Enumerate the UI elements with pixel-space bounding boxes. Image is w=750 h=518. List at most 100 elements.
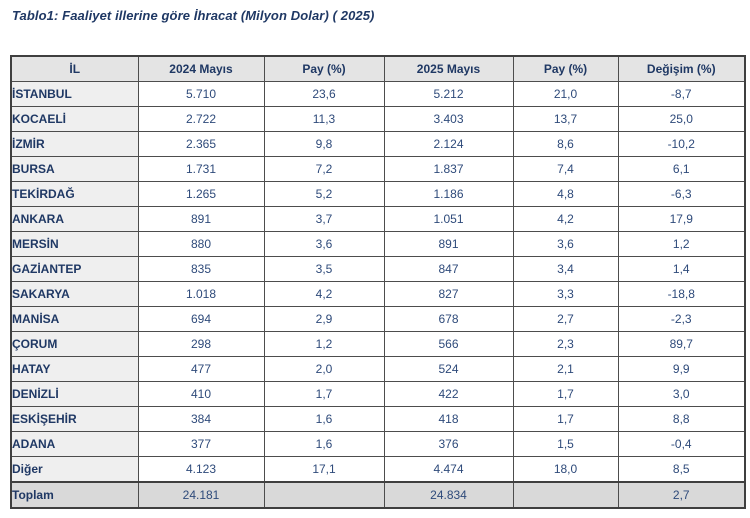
value-cell: 524	[383, 356, 514, 382]
province-name-cell: BURSA	[10, 156, 139, 182]
value-cell: -10,2	[617, 131, 746, 157]
value-cell: 477	[137, 356, 265, 382]
province-name-cell: ÇORUM	[10, 331, 139, 357]
table-row: ÇORUM 298 1,2 566 2,3 89,7	[10, 331, 746, 357]
value-cell: 298	[137, 331, 265, 357]
value-cell: 1,4	[617, 256, 746, 282]
table-row: İSTANBUL 5.710 23,6 5.212 21,0 -8,7	[10, 81, 746, 107]
value-cell: 377	[137, 431, 265, 457]
province-name-cell: Diğer	[10, 456, 139, 483]
table-body: İSTANBUL 5.710 23,6 5.212 21,0 -8,7 KOCAELİ 2.7…	[10, 81, 746, 509]
value-cell: 8,5	[617, 456, 746, 483]
column-header-3: 2025 Mayıs	[383, 55, 514, 82]
value-cell: 4,8	[512, 181, 619, 207]
value-cell: 1.731	[137, 156, 265, 182]
value-cell: -6,3	[617, 181, 746, 207]
value-cell: 1,2	[263, 331, 385, 357]
province-name-cell: KOCAELİ	[10, 106, 139, 132]
value-cell	[512, 481, 619, 509]
value-cell: 1.265	[137, 181, 265, 207]
table-row: ANKARA 891 3,7 1.051 4,2 17,9	[10, 206, 746, 232]
value-cell: 880	[137, 231, 265, 257]
value-cell: 21,0	[512, 81, 619, 107]
value-cell: 1,6	[263, 431, 385, 457]
value-cell: 566	[383, 331, 514, 357]
value-cell: 6,1	[617, 156, 746, 182]
table-row: HATAY 477 2,0 524 2,1 9,9	[10, 356, 746, 382]
table-row: Diğer 4.123 17,1 4.474 18,0 8,5	[10, 456, 746, 483]
value-cell: 2,9	[263, 306, 385, 332]
value-cell: 5.212	[383, 81, 514, 107]
column-header-4: Pay (%)	[512, 55, 619, 82]
province-name-cell: ANKARA	[10, 206, 139, 232]
value-cell: 2.722	[137, 106, 265, 132]
value-cell: 1,7	[263, 381, 385, 407]
value-cell: 2,3	[512, 331, 619, 357]
value-cell: 1.018	[137, 281, 265, 307]
province-name-cell: ADANA	[10, 431, 139, 457]
value-cell: 17,9	[617, 206, 746, 232]
table-row: İZMİR 2.365 9,8 2.124 8,6 -10,2	[10, 131, 746, 157]
province-name-cell: GAZİANTEP	[10, 256, 139, 282]
column-header-5: Değişim (%)	[617, 55, 746, 82]
value-cell: 4.474	[383, 456, 514, 483]
value-cell: 25,0	[617, 106, 746, 132]
column-header-0: İL	[10, 55, 139, 82]
table-row: DENİZLİ 410 1,7 422 1,7 3,0	[10, 381, 746, 407]
table-row: BURSA 1.731 7,2 1.837 7,4 6,1	[10, 156, 746, 182]
table-row: SAKARYA 1.018 4,2 827 3,3 -18,8	[10, 281, 746, 307]
value-cell: 4.123	[137, 456, 265, 483]
value-cell: 3,6	[512, 231, 619, 257]
value-cell: 3,0	[617, 381, 746, 407]
province-name-cell: HATAY	[10, 356, 139, 382]
value-cell: 835	[137, 256, 265, 282]
value-cell: 4,2	[263, 281, 385, 307]
table-row: MERSİN 880 3,6 891 3,6 1,2	[10, 231, 746, 257]
value-cell: 2,7	[617, 481, 746, 509]
table-row: GAZİANTEP 835 3,5 847 3,4 1,4	[10, 256, 746, 282]
value-cell: 2.365	[137, 131, 265, 157]
value-cell: 1,7	[512, 381, 619, 407]
value-cell: 2,7	[512, 306, 619, 332]
value-cell: 5.710	[137, 81, 265, 107]
value-cell: 3,7	[263, 206, 385, 232]
value-cell: 1.837	[383, 156, 514, 182]
value-cell: 410	[137, 381, 265, 407]
column-header-2: Pay (%)	[263, 55, 385, 82]
province-name-cell: MERSİN	[10, 231, 139, 257]
province-name-cell: DENİZLİ	[10, 381, 139, 407]
value-cell: 694	[137, 306, 265, 332]
value-cell: -0,4	[617, 431, 746, 457]
value-cell: 827	[383, 281, 514, 307]
value-cell	[263, 481, 385, 509]
value-cell: 1,5	[512, 431, 619, 457]
value-cell: 1.051	[383, 206, 514, 232]
value-cell: -18,8	[617, 281, 746, 307]
value-cell: 376	[383, 431, 514, 457]
value-cell: 1,7	[512, 406, 619, 432]
value-cell: 1.186	[383, 181, 514, 207]
value-cell: 3,5	[263, 256, 385, 282]
value-cell: 3,3	[512, 281, 619, 307]
value-cell: 891	[383, 231, 514, 257]
value-cell: 3,6	[263, 231, 385, 257]
value-cell: 384	[137, 406, 265, 432]
value-cell: 7,4	[512, 156, 619, 182]
table-row: MANİSA 694 2,9 678 2,7 -2,3	[10, 306, 746, 332]
value-cell: 5,2	[263, 181, 385, 207]
export-by-province-table: İL 2024 Mayıs Pay (%) 2025 Mayıs Pay (%) Deği…	[10, 55, 746, 509]
value-cell: 8,8	[617, 406, 746, 432]
province-name-cell: İSTANBUL	[10, 81, 139, 107]
value-cell: 89,7	[617, 331, 746, 357]
value-cell: 11,3	[263, 106, 385, 132]
value-cell: -8,7	[617, 81, 746, 107]
table-row: ESKİŞEHİR 384 1,6 418 1,7 8,8	[10, 406, 746, 432]
value-cell: 2,1	[512, 356, 619, 382]
value-cell: 9,9	[617, 356, 746, 382]
value-cell: 422	[383, 381, 514, 407]
province-name-cell: TEKİRDAĞ	[10, 181, 139, 207]
province-name-cell: SAKARYA	[10, 281, 139, 307]
total-row: Toplam 24.181 24.834 2,7	[10, 481, 746, 509]
value-cell: 2.124	[383, 131, 514, 157]
value-cell: 24.181	[137, 481, 265, 509]
